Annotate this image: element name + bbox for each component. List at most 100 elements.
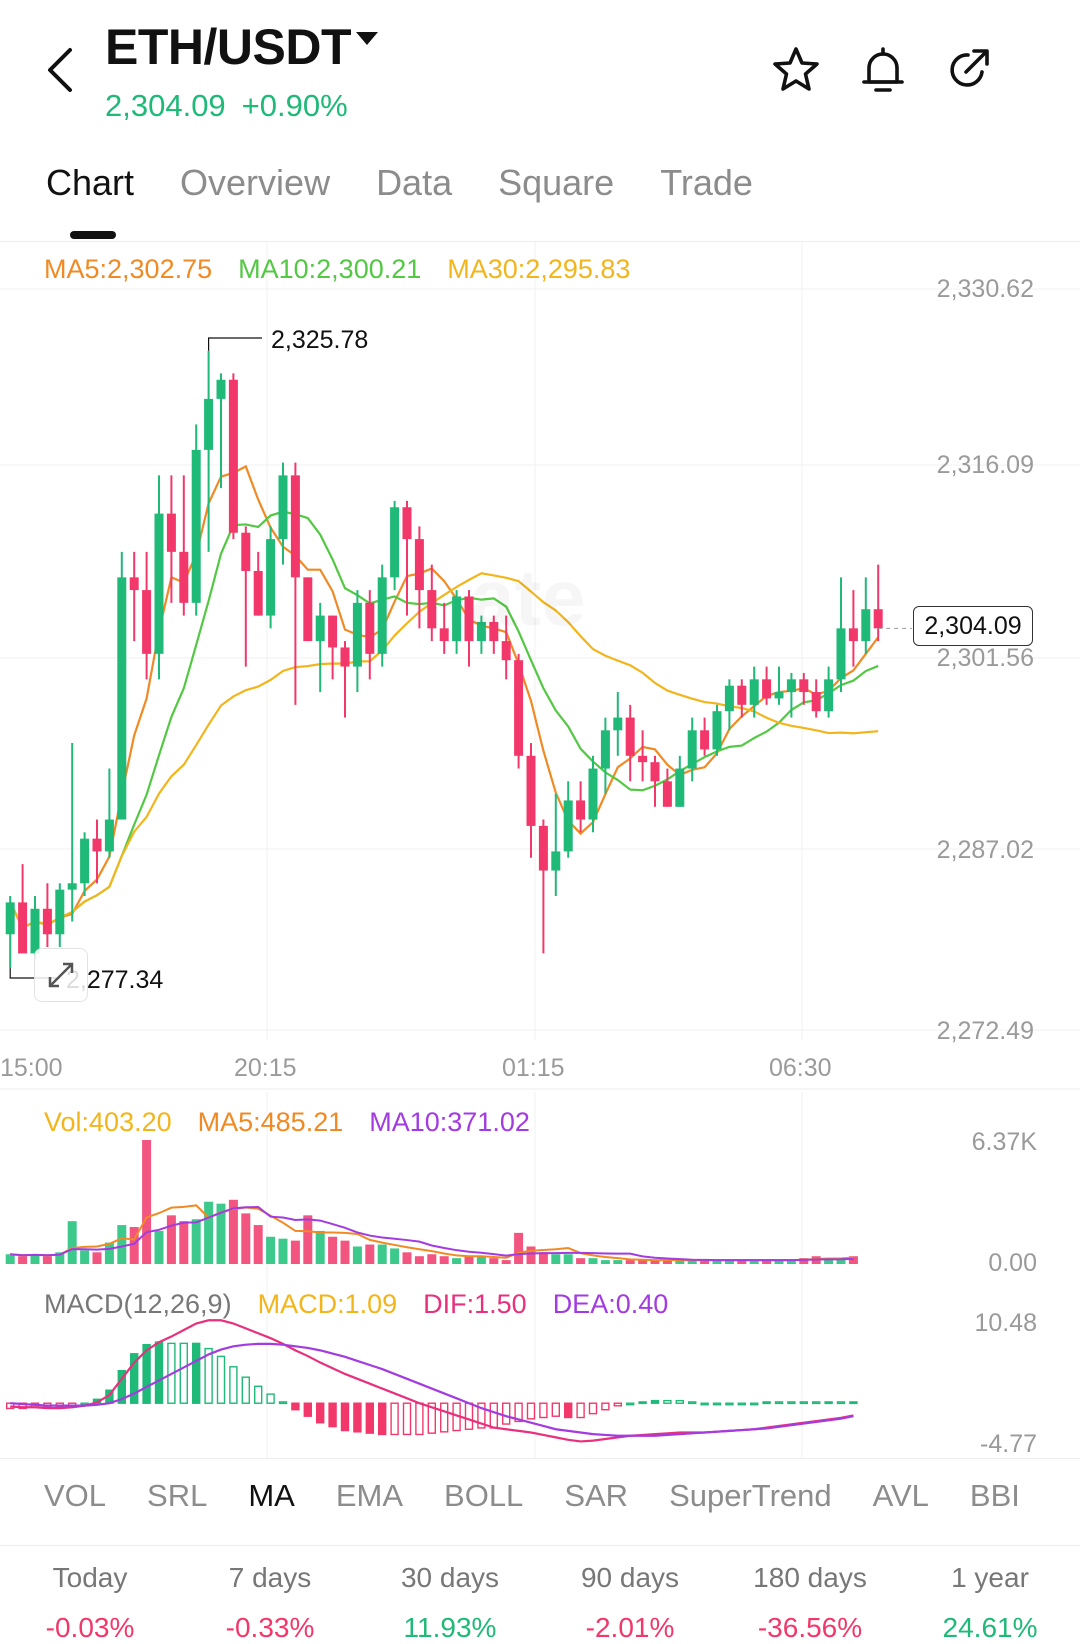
volume-bar (179, 1221, 189, 1264)
volume-bar (514, 1232, 524, 1264)
macd-histogram-bar (836, 1401, 846, 1405)
main-tabs: Chart Overview Data Square Trade (46, 162, 799, 222)
period-30d: 30 days 11.93% (360, 1562, 540, 1644)
candle-body (700, 730, 710, 750)
indicator-ema[interactable]: EMA (335, 1478, 404, 1513)
macd-histogram-bar (365, 1402, 374, 1434)
bell-icon[interactable] (857, 44, 909, 96)
legend-dea: DEA:0.40 (552, 1289, 669, 1319)
volume-bar (786, 1260, 796, 1264)
tab-data[interactable]: Data (376, 162, 453, 203)
pair-dropdown-caret-icon[interactable] (356, 32, 378, 45)
tab-chart[interactable]: Chart (46, 162, 135, 203)
macd-histogram-bar (241, 1376, 251, 1404)
candle-body (92, 838, 102, 852)
indicator-avl[interactable]: AVL (872, 1478, 929, 1513)
dea-line (10, 1342, 854, 1437)
volume-bar (253, 1225, 263, 1264)
time-axis-label: 15:00 (0, 1054, 63, 1082)
volume-bar (762, 1260, 772, 1264)
candle-body (179, 551, 189, 603)
candle-body (42, 908, 52, 935)
volume-bar (104, 1242, 114, 1264)
volume-bar (303, 1215, 313, 1264)
tab-square[interactable]: Square (498, 162, 615, 203)
volume-bar (18, 1256, 28, 1264)
macd-histogram-bar (477, 1402, 486, 1429)
macd-histogram-bar (588, 1402, 598, 1415)
macd-histogram-bar (799, 1401, 808, 1405)
indicator-supertrend[interactable]: SuperTrend (669, 1478, 832, 1513)
macd-axis-label: 10.48 (974, 1309, 1037, 1337)
watermark: ate (470, 552, 586, 644)
volume-bar (154, 1230, 164, 1264)
macd-histogram-bar (787, 1401, 796, 1405)
macd-histogram-bar (266, 1393, 275, 1404)
period-label: 1 year (951, 1562, 1029, 1593)
period-1y: 1 year 24.61% (900, 1562, 1080, 1644)
macd-histogram-bar (663, 1399, 672, 1404)
candle-body (266, 539, 276, 616)
candle-body (662, 781, 672, 807)
tab-overview[interactable]: Overview (180, 162, 331, 203)
macd-histogram-bar (142, 1343, 151, 1404)
ma5-line (9, 464, 880, 930)
candle-body (328, 615, 338, 648)
kline-chart[interactable] (0, 0, 1080, 1460)
volume-bar (675, 1260, 685, 1264)
candle-body (414, 539, 424, 591)
macd-histogram-bar (328, 1402, 337, 1428)
macd-histogram-bar (712, 1402, 722, 1406)
macd-histogram-bar (551, 1402, 560, 1417)
period-180d: 180 days -36.56% (720, 1562, 900, 1644)
volume-bar (278, 1238, 288, 1264)
candle-body (452, 596, 462, 642)
volume-axis-label: 0.00 (988, 1249, 1037, 1277)
volume-bar (700, 1260, 710, 1264)
macd-histogram-bar (502, 1402, 511, 1425)
macd-histogram-bar (526, 1402, 536, 1420)
volume-bar (166, 1215, 176, 1264)
tab-trade[interactable]: Trade (660, 162, 753, 203)
volume-bar (290, 1240, 300, 1264)
candle-body (18, 902, 28, 954)
legend-ma30: MA30:2,295.83 (447, 254, 631, 284)
star-icon[interactable] (770, 44, 822, 96)
legend-ma5: MA5:2,302.75 (44, 254, 213, 284)
macd-histogram-bar (812, 1401, 821, 1405)
price-axis-label: 2,301.56 (936, 644, 1034, 672)
volume-bar (526, 1246, 536, 1264)
volume-bar (712, 1260, 722, 1264)
legend-vol-ma10: MA10:371.02 (369, 1107, 530, 1137)
share-icon[interactable] (942, 44, 994, 96)
candle-body (340, 647, 350, 667)
indicator-bbi[interactable]: BBI (969, 1478, 1020, 1513)
volume-bar (749, 1260, 759, 1264)
candle-body (129, 577, 139, 591)
macd-histogram-bar (303, 1402, 312, 1417)
volume-bar (352, 1246, 362, 1264)
volume-bar (576, 1258, 586, 1264)
back-arrow-icon[interactable] (36, 40, 86, 100)
volume-bar (30, 1254, 40, 1264)
volume-bar (625, 1260, 635, 1264)
candle-body (811, 692, 821, 712)
candle-body (600, 730, 610, 769)
price-change: +0.90% (241, 88, 348, 123)
period-label: 90 days (580, 1562, 680, 1593)
macd-histogram-bar (601, 1402, 610, 1411)
indicator-sar[interactable]: SAR (564, 1478, 629, 1513)
indicator-vol[interactable]: VOL (44, 1478, 107, 1513)
pair-title[interactable]: ETH/USDT (105, 19, 352, 75)
period-label: 30 days (400, 1562, 500, 1593)
indicator-ma[interactable]: MA (248, 1478, 295, 1513)
indicator-boll[interactable]: BOLL (444, 1478, 524, 1513)
candle-body (104, 819, 114, 852)
indicator-srl[interactable]: SRL (147, 1478, 208, 1513)
volume-bar (551, 1254, 561, 1264)
fullscreen-button[interactable] (34, 948, 88, 1002)
candle-body (749, 679, 759, 705)
macd-histogram-bar (191, 1342, 201, 1404)
time-axis-label: 01:15 (502, 1054, 565, 1082)
vol-ma10-line (10, 1206, 854, 1262)
